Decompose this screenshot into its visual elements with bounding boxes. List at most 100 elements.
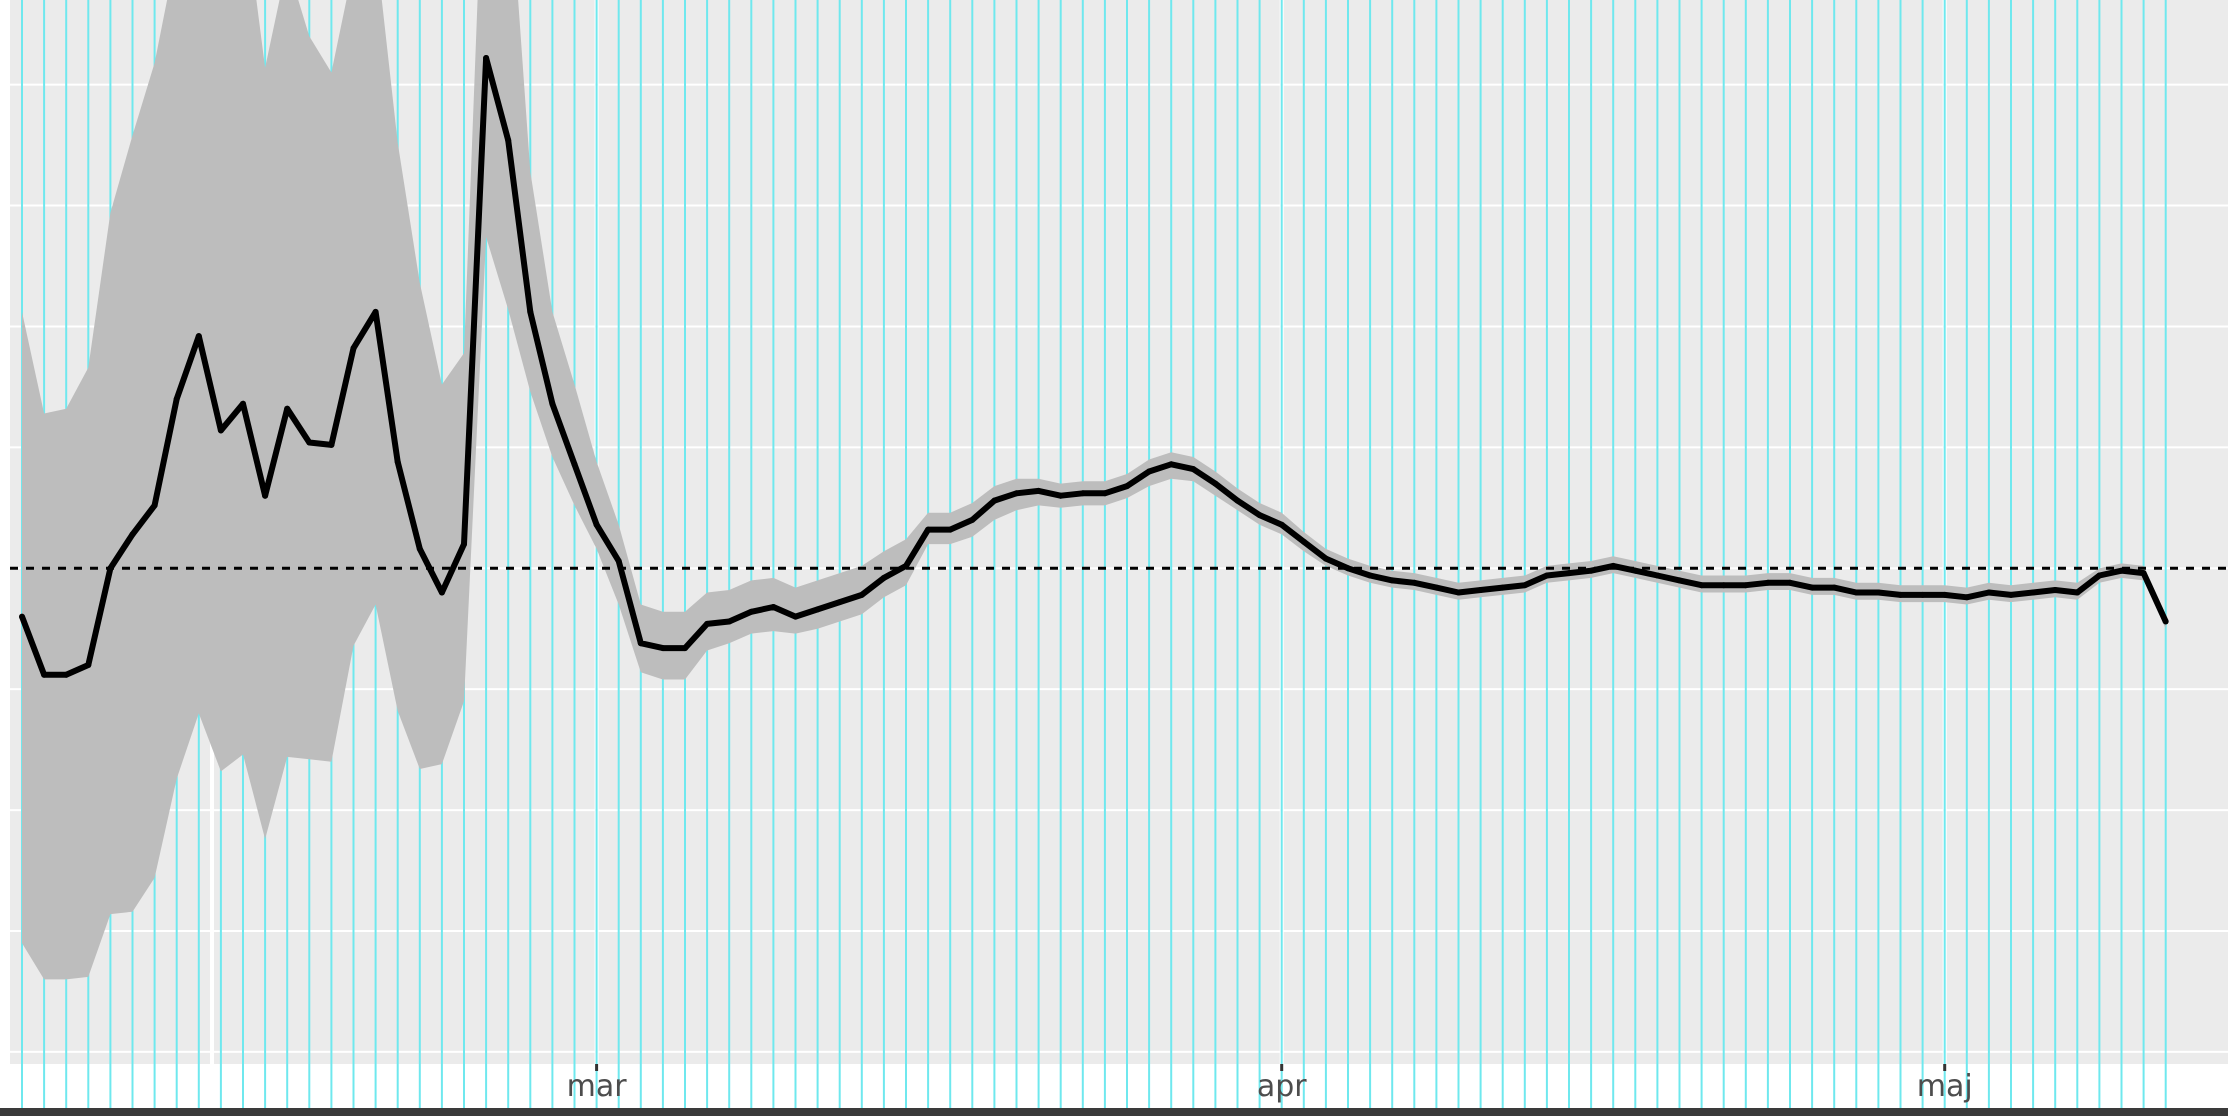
series-points [19,55,2169,678]
data-point [2030,589,2037,596]
x-tick-label: maj [1917,1069,1973,1104]
data-point [1654,572,1661,579]
data-point [151,502,158,509]
data-point [1543,572,1550,579]
data-point [1632,567,1639,574]
data-point [1720,582,1727,589]
data-point [1985,589,1992,596]
data-point [483,55,490,61]
data-point [129,531,136,538]
data-point [1566,570,1572,577]
data-point [372,308,379,315]
data-point [947,526,954,533]
data-point [394,458,401,465]
data-point [1234,497,1241,504]
data-point [19,613,25,620]
data-point [1521,582,1528,589]
data-point [836,599,843,606]
data-point [328,441,335,448]
data-point [2162,618,2169,625]
data-point [438,589,445,596]
data-point [1919,591,1926,598]
x-axis-ticks [595,1064,1947,1071]
data-point [173,396,180,402]
data-point [1742,582,1749,589]
data-point [2074,589,2081,596]
data-point [1345,565,1351,572]
data-point [107,565,114,572]
data-point [1013,490,1020,497]
data-point [306,439,313,446]
data-point [770,604,777,610]
data-point [1190,466,1197,473]
data-point [1035,487,1042,494]
data-point [1079,490,1086,497]
minor-grid-overlay [21,0,2167,1108]
data-point [1367,572,1374,579]
data-point [1499,584,1506,591]
data-point [1212,480,1219,487]
data-point [925,526,932,533]
data-point [814,606,821,613]
data-point [240,400,246,407]
data-point [1853,589,1860,596]
data-point [1300,538,1307,545]
data-point [792,613,799,620]
confidence-ribbon [22,0,2166,980]
data-point [195,333,202,340]
data-point [2096,572,2103,579]
data-point [262,492,269,499]
data-point [1101,490,1108,497]
data-point [2140,570,2147,577]
data-point [505,137,512,144]
data-point [659,645,666,652]
data-point [1168,461,1175,468]
series-line [19,55,2169,678]
data-point [903,562,909,569]
data-point [2118,567,2125,574]
data-point [1124,483,1130,490]
data-point [1963,594,1970,601]
data-point [527,308,534,315]
data-point [2052,587,2059,593]
data-point [1941,591,1948,598]
data-point [637,640,644,647]
data-point [991,497,998,504]
data-point [217,427,224,434]
data-point [1897,591,1904,598]
data-point [1389,577,1396,584]
data-point [1764,579,1771,586]
data-point [571,461,578,468]
data-point [969,516,976,523]
data-point [1676,577,1683,584]
data-point [1433,584,1440,591]
data-point [1809,584,1816,591]
data-point [1698,582,1705,589]
data-point [1588,567,1595,574]
data-point [1411,579,1418,586]
data-point [63,671,70,678]
data-point [1057,492,1064,499]
data-point [1278,521,1285,528]
data-point [880,574,887,581]
data-point [1610,562,1617,569]
status-strip [0,1108,2228,1116]
data-point [748,608,755,615]
data-point [1831,584,1838,591]
data-point [549,400,556,407]
data-point [1322,555,1329,562]
data-point [1455,589,1462,596]
data-point [461,541,467,548]
data-point [2008,591,2014,598]
data-point [1787,579,1793,586]
data-point [1256,512,1263,519]
x-tick-label: apr [1257,1069,1307,1104]
data-point [1146,468,1153,475]
data-point [858,591,865,598]
data-point [1477,587,1484,593]
data-point [726,618,733,625]
data-point [593,521,600,528]
data-point [350,345,357,352]
